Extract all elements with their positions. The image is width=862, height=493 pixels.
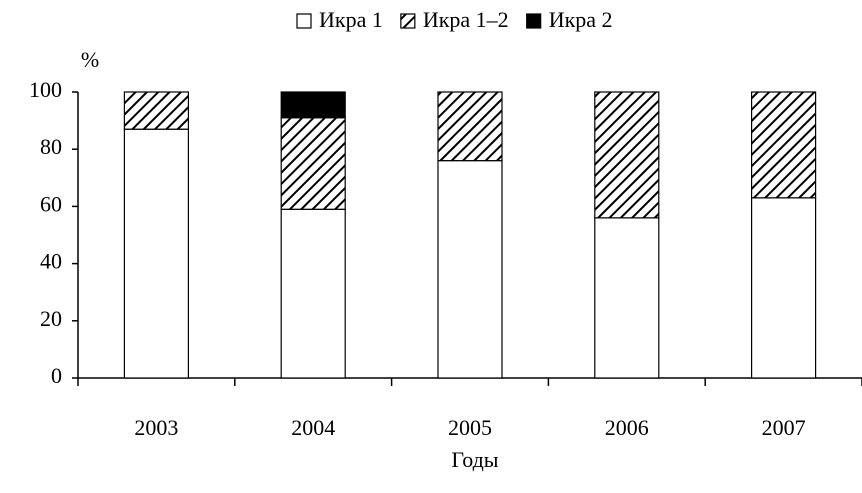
y-tick-label: 20 (40, 306, 62, 331)
bar-segment (123, 91, 190, 130)
bar-segment (437, 160, 503, 379)
legend-swatch (296, 13, 312, 29)
x-tick-label: 2003 (134, 415, 178, 440)
x-tick-label: 2007 (762, 415, 806, 440)
bar-segment (123, 128, 190, 379)
y-tick-label: 80 (40, 134, 62, 159)
bar-segment (594, 91, 660, 219)
legend-label: Икра 1 (319, 7, 383, 32)
y-tick-label: 40 (40, 249, 62, 274)
legend-label: Икра 1–2 (423, 7, 509, 32)
x-axis-title: Годы (451, 447, 498, 472)
y-axis-title: % (81, 47, 99, 72)
legend-label: Икра 2 (549, 7, 613, 32)
y-tick-label: 100 (29, 77, 62, 102)
y-tick-label: 0 (51, 363, 62, 388)
bar-segment (437, 91, 503, 162)
legend-swatch (400, 13, 416, 29)
bar-segment (280, 117, 346, 210)
x-tick-label: 2006 (605, 415, 649, 440)
x-tick-label: 2005 (448, 415, 492, 440)
bar-segment (594, 217, 660, 379)
bar-segment (750, 197, 817, 379)
bar-segment (280, 208, 346, 379)
y-tick-label: 60 (40, 191, 62, 216)
legend-swatch (526, 13, 542, 29)
bar-segment (280, 91, 346, 119)
bar-segment (750, 91, 817, 199)
x-tick-label: 2004 (291, 415, 335, 440)
